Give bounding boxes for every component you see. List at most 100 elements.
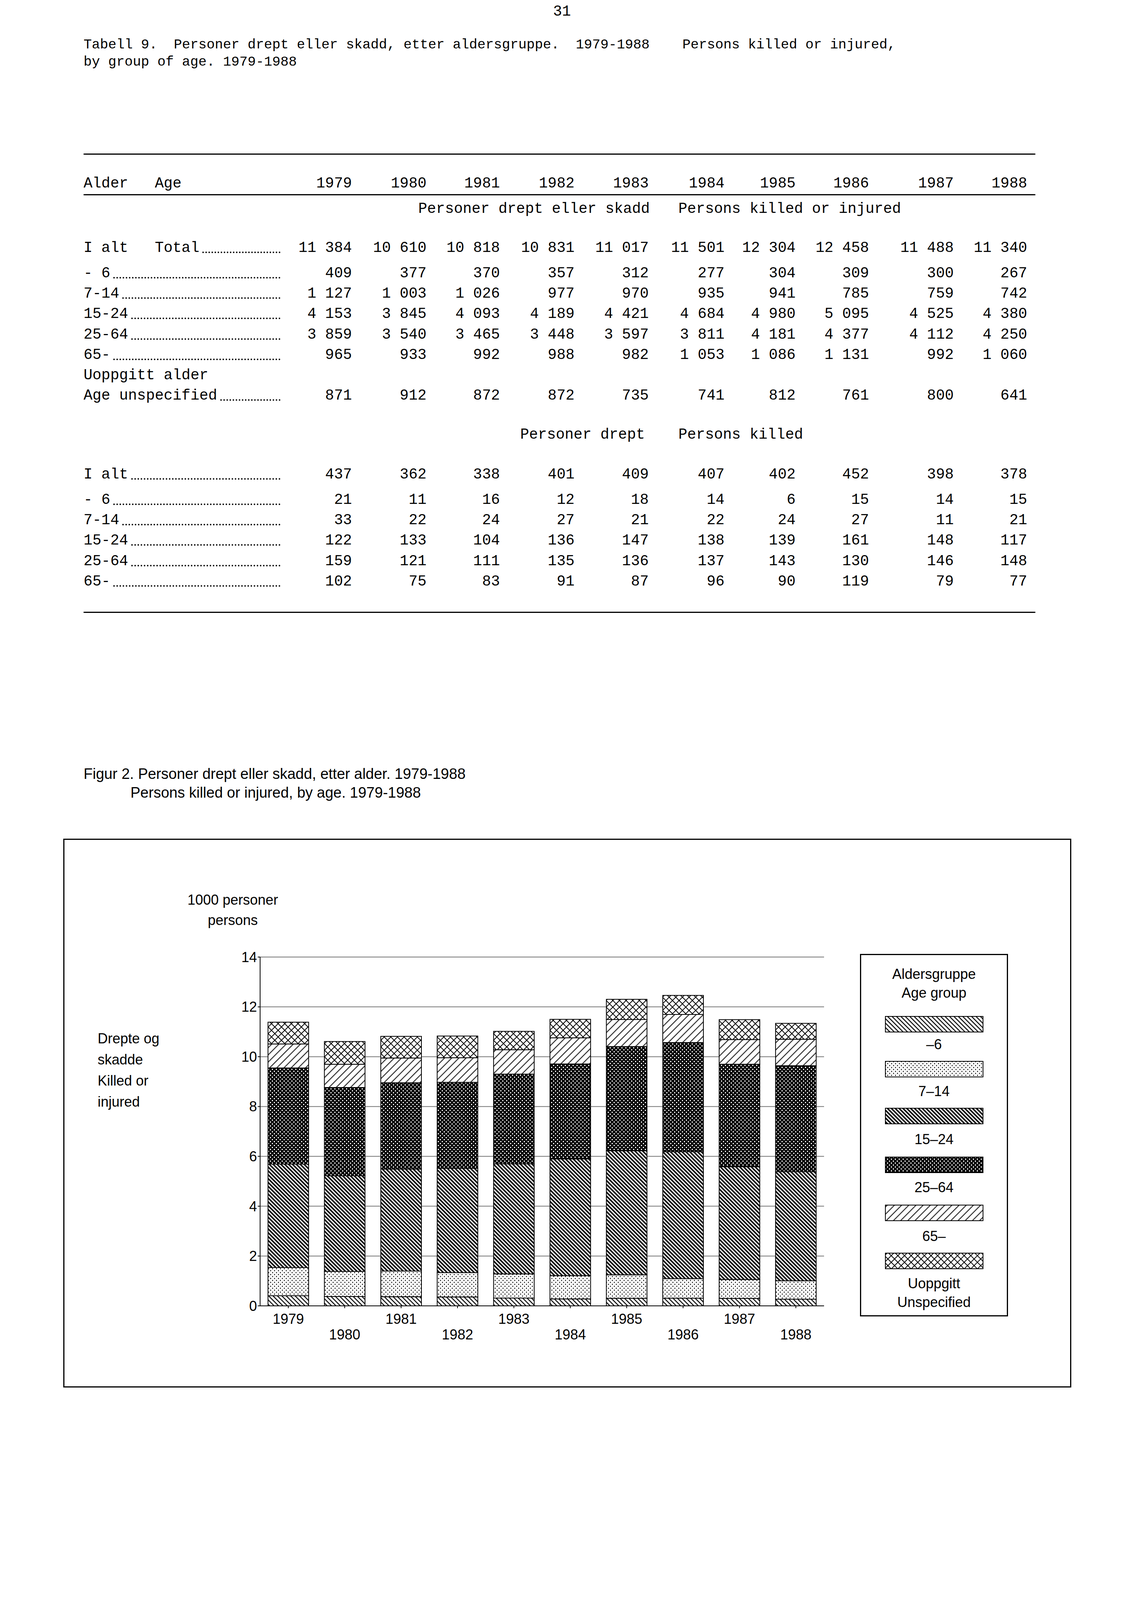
html-text:300: 300 (927, 264, 954, 282)
html-text:378: 378 (1000, 465, 1028, 483)
html-text:14: 14 (706, 491, 725, 509)
html-text:3 845: 3 845 (381, 305, 427, 323)
html-text:Drepte og skadde Killed or inj: Drepte og skadde Killed or injured (97, 1030, 160, 1110)
html-text:Aldersgruppe Age group: Aldersgruppe Age group (892, 965, 976, 1001)
svg-text:2: 2 (249, 1247, 257, 1264)
html-text:5 095: 5 095 (824, 305, 869, 323)
html-text:1984: 1984 (688, 174, 725, 192)
html-text:4 525: 4 525 (909, 305, 954, 323)
html-text:18: 18 (630, 491, 649, 509)
html-text:357: 357 (547, 264, 575, 282)
html-text:1988: 1988 (991, 174, 1028, 192)
html-text:1985: 1985 (759, 174, 796, 192)
html-text:401: 401 (547, 465, 575, 483)
html-text:338: 338 (473, 465, 500, 483)
html-text:15-24: 15-24 (83, 305, 129, 323)
html-text:4 093: 4 093 (455, 305, 500, 323)
html-text:11 488: 11 488 (900, 239, 954, 257)
html-text:1980: 1980 (390, 174, 427, 192)
html-text:1982: 1982 (538, 174, 575, 192)
svg-text:10: 10 (241, 1048, 257, 1065)
svg-text:0: 0 (249, 1297, 257, 1314)
html-text:21: 21 (334, 491, 352, 509)
html-text:4 153: 4 153 (307, 305, 352, 323)
html-text:409: 409 (621, 465, 649, 483)
html-text:- 6: - 6 (83, 264, 111, 282)
html-text:304: 304 (768, 264, 796, 282)
html-text:1 060: 1 060 (982, 346, 1028, 364)
html-text:402: 402 (768, 465, 796, 483)
html-text:11 017: 11 017 (595, 239, 649, 257)
html-text:452: 452 (842, 465, 869, 483)
html-text:Persons killed or injured: Persons killed or injured (678, 200, 902, 218)
svg-text:14: 14 (241, 949, 257, 966)
svg-text:1987: 1987 (723, 1310, 755, 1327)
html-text:14: 14 (935, 491, 954, 509)
html-text:12: 12 (556, 491, 575, 509)
svg-text:1988: 1988 (780, 1326, 812, 1343)
html-text:- 6: - 6 (83, 491, 111, 509)
svg-text:1985: 1985 (611, 1310, 643, 1327)
html-text:12 458: 12 458 (815, 239, 869, 257)
html-text:Personer drept eller skadd: Personer drept eller skadd (418, 200, 650, 218)
svg-text:1984: 1984 (554, 1326, 586, 1343)
svg-text:6: 6 (249, 1148, 257, 1165)
html-text:398: 398 (927, 465, 954, 483)
html-text:982: 982 (621, 346, 649, 364)
html-text:277: 277 (697, 264, 725, 282)
html-text:4 684: 4 684 (679, 305, 725, 323)
html-text:1983: 1983 (613, 174, 649, 192)
html-text:1 053: 1 053 (679, 346, 725, 364)
html-text:4 189: 4 189 (529, 305, 575, 323)
html-text:309: 309 (842, 264, 869, 282)
svg-text:4: 4 (249, 1198, 257, 1215)
html-text:988: 988 (547, 346, 575, 364)
svg-text:1981: 1981 (385, 1310, 417, 1327)
html-text:11 340: 11 340 (973, 239, 1028, 257)
html-text:1987: 1987 (918, 174, 954, 192)
svg-text:1980: 1980 (329, 1326, 361, 1343)
html-text:65-: 65- (83, 346, 111, 364)
html-text:10 831: 10 831 (521, 239, 575, 257)
svg-text:1982: 1982 (441, 1326, 473, 1343)
html-text:409: 409 (325, 264, 352, 282)
html-text:312: 312 (621, 264, 649, 282)
html-text:437: 437 (325, 465, 352, 483)
html-text:I alt: I alt (83, 465, 129, 483)
svg-text:1986: 1986 (667, 1326, 699, 1343)
html-text:1000 personer persons: 1000 personer persons (187, 891, 279, 928)
html-text:4 421: 4 421 (604, 305, 649, 323)
html-text:992: 992 (473, 346, 500, 364)
html-text:1979: 1979 (316, 174, 352, 192)
html-text:362: 362 (399, 465, 427, 483)
html-text:10 818: 10 818 (446, 239, 500, 257)
html-text:Uoppgitt alder: Uoppgitt alder (83, 366, 209, 384)
html-text:4 380: 4 380 (982, 305, 1028, 323)
html-text:407: 407 (697, 465, 725, 483)
html-text:15: 15 (851, 491, 869, 509)
html-text:12 304: 12 304 (742, 239, 796, 257)
html-text:1986: 1986 (833, 174, 869, 192)
html-text:267: 267 (1000, 264, 1028, 282)
html-text:4 980: 4 980 (751, 305, 796, 323)
svg-text:12: 12 (241, 998, 257, 1015)
svg-text:1979: 1979 (272, 1310, 304, 1327)
html-text:I alt Total: I alt Total (83, 239, 200, 257)
html-text:11 384: 11 384 (298, 239, 352, 257)
html-text:11: 11 (408, 491, 427, 509)
html-text:Uoppgitt Unspecified: Uoppgitt Unspecified (897, 1275, 971, 1310)
html-text:1981: 1981 (464, 174, 500, 192)
html-text:370: 370 (473, 264, 500, 282)
html-text:1 131: 1 131 (824, 346, 869, 364)
html-text:Alder Age: Alder Age (83, 174, 182, 192)
html-text:1 086: 1 086 (751, 346, 796, 364)
html-text:377: 377 (399, 264, 427, 282)
html-text:965: 965 (325, 346, 352, 364)
html-text:11 501: 11 501 (671, 239, 725, 257)
svg-text:1983: 1983 (498, 1310, 530, 1327)
html-text:16: 16 (482, 491, 500, 509)
html-text:10 610: 10 610 (373, 239, 427, 257)
html-text:933: 933 (399, 346, 427, 364)
svg-text:8: 8 (249, 1098, 257, 1115)
html-text:992: 992 (927, 346, 954, 364)
